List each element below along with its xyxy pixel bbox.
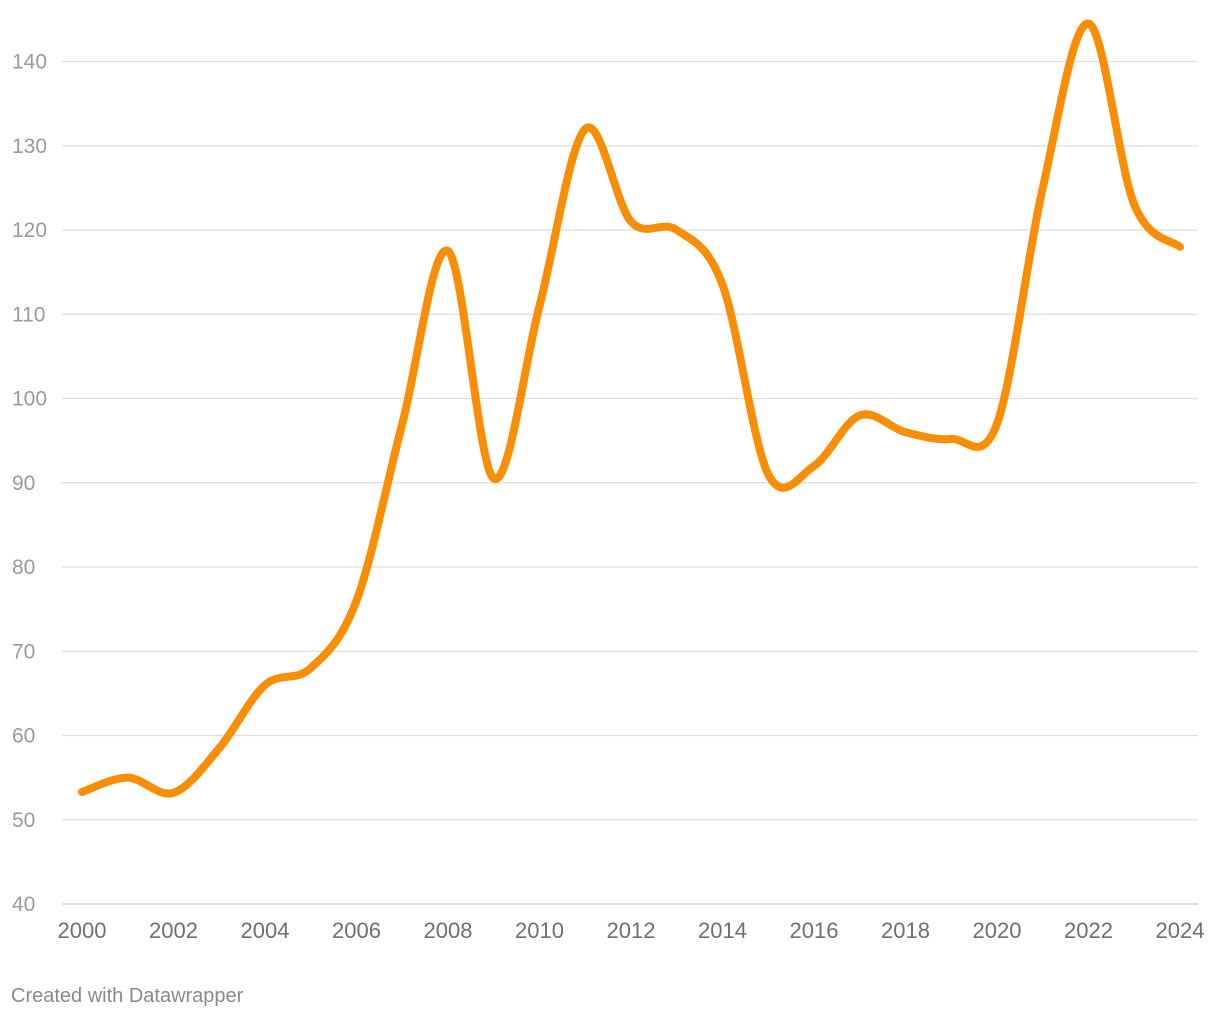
y-tick-label: 90 (12, 472, 35, 495)
data-point-2002 (170, 789, 178, 797)
data-point-2008 (444, 247, 452, 255)
series-line-0 (78, 19, 1184, 798)
y-tick-label: 140 (12, 51, 47, 74)
data-point-2006 (353, 597, 361, 605)
x-tick-label: 2014 (698, 918, 747, 943)
data-point-2016 (810, 462, 818, 470)
x-tick-label: 2024 (1156, 918, 1205, 943)
gridlines (62, 60, 1198, 905)
y-tick-label: 100 (12, 388, 47, 411)
y-tick-label: 80 (12, 556, 35, 579)
y-tick-label: 130 (12, 135, 47, 158)
y-tick-label: 110 (12, 303, 45, 326)
data-point-2017 (856, 411, 864, 419)
data-point-2004 (261, 681, 269, 689)
x-tick-label: 2012 (607, 918, 656, 943)
data-point-2000 (78, 788, 86, 796)
x-tick-label: 2020 (973, 918, 1022, 943)
data-point-2001 (124, 774, 132, 782)
data-point-2014 (719, 281, 727, 289)
x-tick-label: 2008 (424, 918, 473, 943)
y-axis: 40 50 60 70 80 90 100 110 120 130 140 (12, 51, 47, 917)
data-point-2019 (947, 435, 955, 443)
x-tick-label: 2002 (149, 918, 198, 943)
x-tick-label: 2022 (1064, 918, 1113, 943)
x-tick-label: 2000 (58, 918, 107, 943)
data-point-2018 (902, 428, 910, 436)
data-point-2003 (215, 744, 223, 752)
data-point-2013 (673, 226, 681, 234)
data-point-2009 (490, 475, 498, 483)
y-tick-label: 50 (12, 809, 35, 832)
data-point-2012 (627, 218, 635, 226)
x-axis: 2000 2002 2004 2006 2008 2010 2012 2014 2016 2018… (58, 918, 1205, 943)
x-tick-label: 2016 (790, 918, 839, 943)
data-point-2021 (1039, 184, 1047, 192)
data-point-2005 (307, 664, 315, 672)
data-point-2011 (581, 125, 589, 133)
data-point-2007 (398, 420, 406, 428)
x-tick-label: 2004 (241, 918, 290, 943)
data-point-2022 (1085, 20, 1093, 28)
y-tick-label: 70 (12, 640, 35, 663)
x-tick-label: 2018 (881, 918, 930, 943)
datawrapper-credit: Created with Datawrapper (11, 985, 244, 1007)
y-tick-label: 60 (12, 725, 35, 748)
x-tick-label: 2010 (515, 918, 564, 943)
data-point-2024 (1176, 243, 1184, 251)
series (78, 19, 1184, 798)
y-tick-label: 120 (12, 219, 47, 242)
data-point-2020 (993, 420, 1001, 428)
y-tick-label: 40 (12, 893, 35, 916)
x-tick-label: 2006 (332, 918, 381, 943)
data-point-2015 (764, 470, 772, 478)
data-point-2010 (536, 302, 544, 310)
data-point-2023 (1130, 201, 1138, 209)
